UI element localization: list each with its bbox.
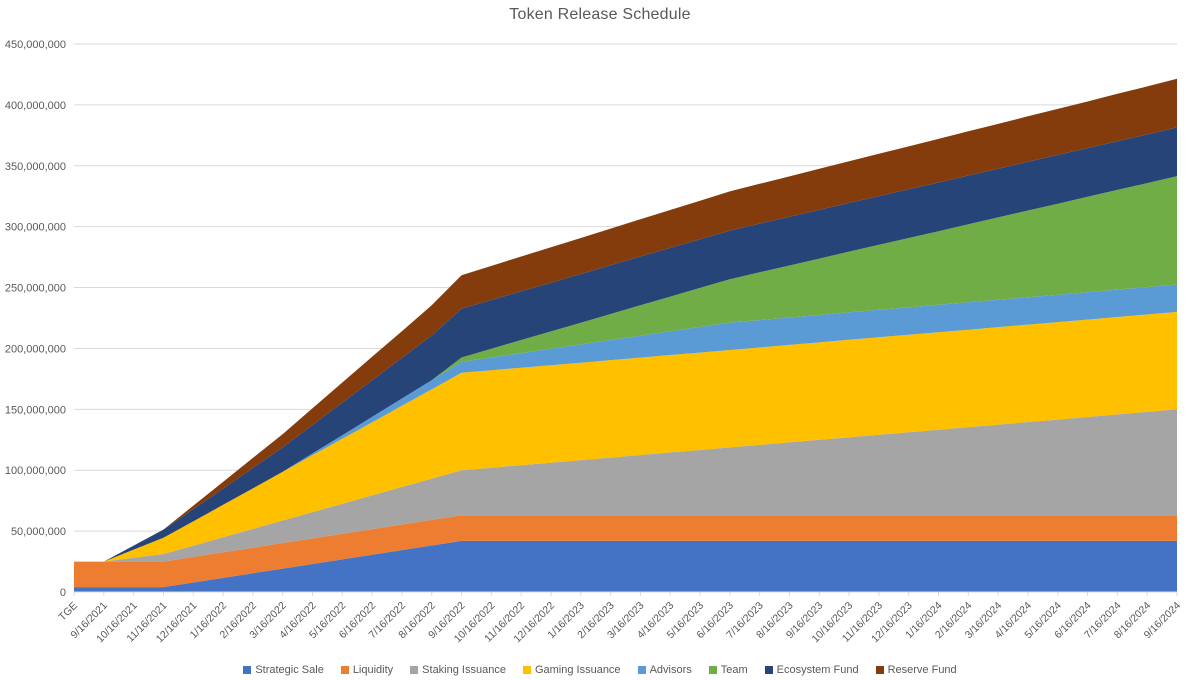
y-axis-tick-label: 250,000,000 [5,283,66,295]
legend-swatch-reserve-fund [875,666,884,674]
legend-label: Strategic Sale [255,664,324,676]
y-axis-tick-label: 300,000,000 [5,222,66,234]
area-series-liquidity [74,515,1177,588]
y-axis-tick-label: 100,000,000 [5,465,66,477]
legend-item-liquidity: Liquidity [340,664,394,676]
legend-item-advisors: Advisors [637,664,692,676]
x-axis-tick-label: TGE [56,600,80,624]
legend-swatch-gaming-issuance [522,666,531,674]
legend-item-staking-issuance: Staking Issuance [410,664,506,676]
area-series-ecosystem-fund [74,127,1177,562]
area-series-staking-issuance [74,409,1177,562]
legend-label: Team [720,664,748,676]
chart-legend: Strategic Sale Liquidity Staking Issuance G… [0,664,1200,676]
legend-swatch-strategic-sale [243,666,252,674]
y-axis-tick-label: 450,000,000 [5,39,66,51]
legend-label: Gaming Issuance [534,664,621,676]
legend-swatch-team [708,666,717,674]
area-series-strategic-sale [74,540,1177,592]
y-axis-tick-label: 200,000,000 [5,343,66,355]
legend-item-reserve-fund: Reserve Fund [875,664,957,676]
area-series-team [74,176,1177,562]
legend-label: Staking Issuance [422,664,506,676]
legend-label: Advisors [649,664,692,676]
legend-label: Liquidity [352,664,394,676]
legend-label: Reserve Fund [887,664,957,676]
legend-item-ecosystem-fund: Ecosystem Fund [764,664,859,676]
y-axis-tick-label: 50,000,000 [11,526,66,538]
legend-item-team: Team [708,664,748,676]
area-series-reserve-fund [74,78,1177,562]
area-series-gaming-issuance [74,311,1177,562]
area-series-advisors [74,284,1177,562]
legend-swatch-advisors [637,666,646,674]
y-axis-tick-label: 0 [60,587,66,599]
legend-swatch-staking-issuance [410,666,419,674]
legend-swatch-ecosystem-fund [764,666,773,674]
y-axis-tick-label: 150,000,000 [5,404,66,416]
chart-title: Token Release Schedule [509,6,691,23]
legend-item-strategic-sale: Strategic Sale [243,664,324,676]
legend-label: Ecosystem Fund [776,664,859,676]
legend-item-gaming-issuance: Gaming Issuance [522,664,621,676]
legend-swatch-liquidity [340,666,349,674]
y-axis-tick-label: 350,000,000 [5,161,66,173]
y-axis-tick-label: 400,000,000 [5,100,66,112]
